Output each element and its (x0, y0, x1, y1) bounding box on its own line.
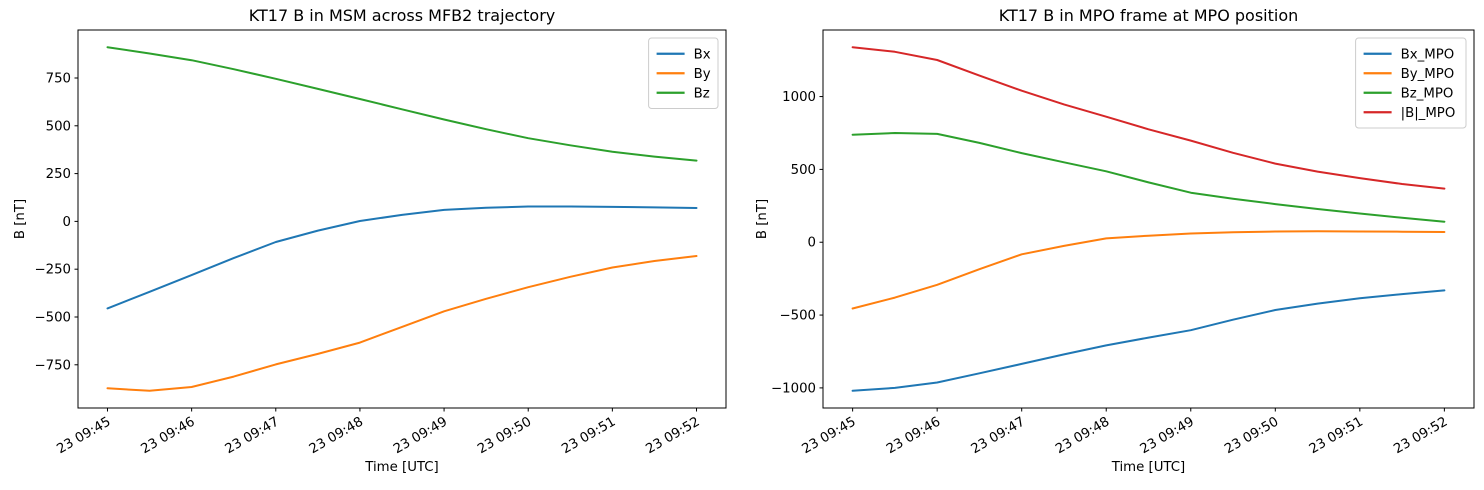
y-tick-label: 500 (46, 119, 71, 134)
series-line-b-mpo (851, 46, 1446, 190)
legend-item-b-mpo: |B|_MPO (1363, 106, 1456, 121)
x-tick-label: 23 09:48 (1053, 414, 1112, 457)
plot-area (77, 29, 727, 409)
x-tick-label: 23 09:46 (139, 414, 198, 457)
legend-label: Bx_MPO (1401, 47, 1455, 62)
legend-frame (1355, 37, 1467, 129)
series-line-bz-mpo (851, 132, 1446, 223)
y-tick-label: 0 (63, 215, 71, 230)
legend-label: Bx (694, 47, 711, 62)
x-tick-label: 23 09:50 (1222, 414, 1281, 457)
legend-label: By (694, 67, 711, 82)
y-axis-label: B [nT] (13, 199, 28, 239)
legend-label: Bz (694, 86, 710, 101)
x-tick-label: 23 09:49 (391, 414, 450, 457)
chart-canvas-left: −750 −500 −250 0 250 500 750 23 09:45 23 09:46 23… (13, 6, 727, 475)
y-tick-label: 1000 (782, 90, 816, 105)
x-tick-label: 23 09:46 (884, 414, 943, 457)
legend: Bx_MPO By_MPO Bz_MPO |B|_MPO (1355, 37, 1467, 129)
legend-label: |B|_MPO (1401, 106, 1456, 121)
legend-item-bx: Bx (656, 47, 711, 62)
x-tick-label: 23 09:51 (559, 414, 618, 457)
legend-item-bz: Bz (656, 86, 710, 101)
x-tick-label: 23 09:47 (969, 414, 1028, 457)
x-tick-label: 23 09:47 (223, 414, 282, 457)
y-tick-label: 500 (791, 163, 816, 178)
plot-area (822, 29, 1475, 409)
x-tick-label: 23 09:48 (307, 414, 366, 457)
x-tick-label: 23 09:50 (475, 414, 534, 457)
legend-item-bx-mpo: Bx_MPO (1363, 47, 1455, 62)
chart-panel-left: −750 −500 −250 0 250 500 750 23 09:45 23 09:46 23… (13, 6, 727, 475)
x-tick-label: 23 09:45 (800, 414, 859, 457)
series-line-by-mpo (851, 230, 1446, 310)
x-tick-label: 23 09:49 (1138, 414, 1197, 457)
y-tick-label: 0 (808, 236, 816, 251)
legend: Bx By Bz (648, 37, 719, 109)
series-line-by (106, 255, 698, 392)
series-line-bx-mpo (851, 289, 1446, 392)
series-line-bx (106, 205, 698, 310)
legend-item-by-mpo: By_MPO (1363, 67, 1455, 82)
y-tick-label: −500 (34, 310, 71, 325)
x-axis-label: Time [UTC] (1111, 460, 1186, 475)
x-axis-label: Time [UTC] (364, 460, 439, 475)
x-tick-label: 23 09:52 (1391, 414, 1450, 457)
chart-title: KT17 B in MSM across MFB2 trajectory (249, 6, 556, 25)
x-tick-label: 23 09:45 (54, 414, 113, 457)
y-tick-label: −1000 (771, 381, 816, 396)
legend-label: Bz_MPO (1401, 86, 1454, 101)
y-tick-label: −250 (34, 263, 71, 278)
y-tick-label: 750 (46, 71, 71, 86)
x-tick-label: 23 09:51 (1307, 414, 1366, 457)
y-tick-label: 250 (46, 167, 71, 182)
chart-canvas-right: −1000 −500 0 500 1000 23 09:45 23 09:46 23 09:4… (755, 6, 1475, 475)
x-tick-label: 23 09:52 (644, 414, 703, 457)
y-tick-label: −500 (779, 309, 816, 324)
y-axis-label: B [nT] (755, 199, 770, 239)
chart-title: KT17 B in MPO frame at MPO position (999, 6, 1299, 25)
legend-item-bz-mpo: Bz_MPO (1363, 86, 1454, 101)
series-line-bz (106, 46, 698, 162)
legend-item-by: By (656, 67, 711, 82)
chart-panel-right: −1000 −500 0 500 1000 23 09:45 23 09:46 23 09:4… (742, 0, 1484, 490)
legend-label: By_MPO (1401, 67, 1455, 82)
y-tick-label: −750 (34, 358, 71, 373)
